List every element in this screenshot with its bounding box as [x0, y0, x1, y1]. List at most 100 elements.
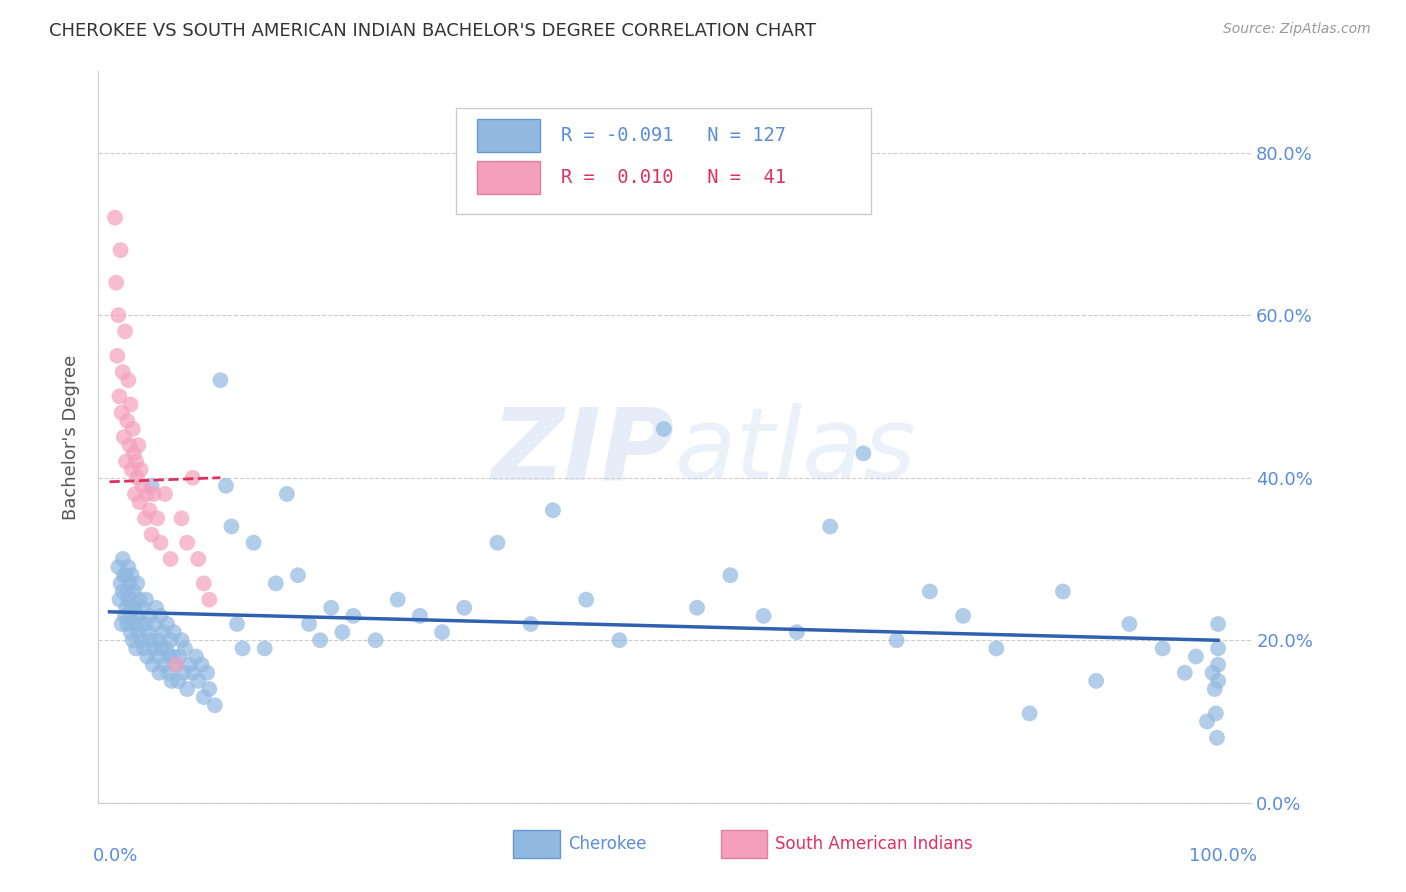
Point	[952, 608, 974, 623]
Point	[121, 600, 143, 615]
Point	[146, 511, 169, 525]
Bar	[477, 120, 540, 153]
Point	[1118, 617, 1140, 632]
Point	[138, 503, 160, 517]
Point	[153, 657, 176, 672]
Point	[146, 649, 169, 664]
Point	[136, 625, 159, 640]
Point	[135, 592, 157, 607]
Text: atlas: atlas	[675, 403, 917, 500]
Point	[121, 633, 143, 648]
Point	[141, 527, 163, 541]
Point	[120, 592, 142, 607]
Point	[1206, 731, 1229, 745]
Point	[159, 633, 181, 648]
Point	[121, 568, 143, 582]
Point	[1205, 706, 1227, 721]
Point	[122, 446, 145, 460]
Point	[1201, 665, 1223, 680]
Point	[115, 600, 138, 615]
Point	[134, 511, 156, 525]
Point	[117, 592, 139, 607]
Point	[145, 600, 167, 615]
Point	[124, 600, 146, 615]
Point	[652, 422, 675, 436]
Text: R = -0.091   N = 127: R = -0.091 N = 127	[561, 127, 786, 145]
Point	[117, 560, 139, 574]
Point	[142, 487, 165, 501]
Point	[298, 617, 321, 632]
Point	[132, 641, 155, 656]
Point	[387, 592, 409, 607]
Point	[1206, 673, 1229, 688]
Point	[162, 649, 184, 664]
Text: 100.0%: 100.0%	[1189, 847, 1257, 864]
Point	[752, 608, 775, 623]
Point	[187, 552, 209, 566]
Point	[1206, 657, 1229, 672]
Point	[169, 649, 191, 664]
Point	[125, 454, 148, 468]
Point	[104, 211, 127, 225]
Point	[111, 406, 134, 420]
Point	[264, 576, 287, 591]
Point	[121, 462, 143, 476]
Point	[609, 633, 631, 648]
Point	[409, 608, 432, 623]
Point	[176, 681, 198, 696]
Point	[138, 608, 160, 623]
Point	[149, 608, 172, 623]
Point	[342, 608, 364, 623]
Point	[786, 625, 808, 640]
Text: ZIP: ZIP	[492, 403, 675, 500]
Point	[221, 519, 243, 533]
Point	[153, 487, 176, 501]
Point	[195, 665, 218, 680]
Point	[165, 657, 187, 672]
Point	[141, 479, 163, 493]
Point	[852, 446, 875, 460]
Point	[198, 592, 221, 607]
Point	[118, 576, 141, 591]
Point	[167, 673, 190, 688]
Point	[1204, 681, 1226, 696]
Point	[1185, 649, 1208, 664]
Point	[127, 625, 149, 640]
Point	[122, 584, 145, 599]
Point	[986, 641, 1008, 656]
Point	[117, 373, 139, 387]
Point	[718, 568, 741, 582]
Point	[430, 625, 453, 640]
Point	[139, 633, 162, 648]
Point	[136, 649, 159, 664]
Point	[176, 535, 198, 549]
Point	[184, 649, 207, 664]
Point	[541, 503, 564, 517]
Point	[204, 698, 226, 713]
Text: South American Indians: South American Indians	[775, 836, 973, 854]
Point	[129, 462, 152, 476]
Point	[114, 608, 136, 623]
Point	[1174, 665, 1197, 680]
Point	[111, 552, 134, 566]
Point	[159, 552, 181, 566]
Bar	[477, 161, 540, 194]
Point	[142, 641, 165, 656]
Point	[149, 535, 172, 549]
Point	[111, 584, 134, 599]
Point	[364, 633, 387, 648]
Point	[122, 617, 145, 632]
Point	[163, 625, 186, 640]
Point	[157, 665, 180, 680]
Point	[129, 617, 152, 632]
Point	[226, 617, 249, 632]
Point	[120, 625, 142, 640]
Point	[128, 592, 150, 607]
Point	[120, 398, 142, 412]
Point	[193, 576, 215, 591]
Point	[150, 641, 173, 656]
Point	[110, 576, 132, 591]
Point	[575, 592, 598, 607]
Point	[117, 584, 139, 599]
Point	[187, 673, 209, 688]
